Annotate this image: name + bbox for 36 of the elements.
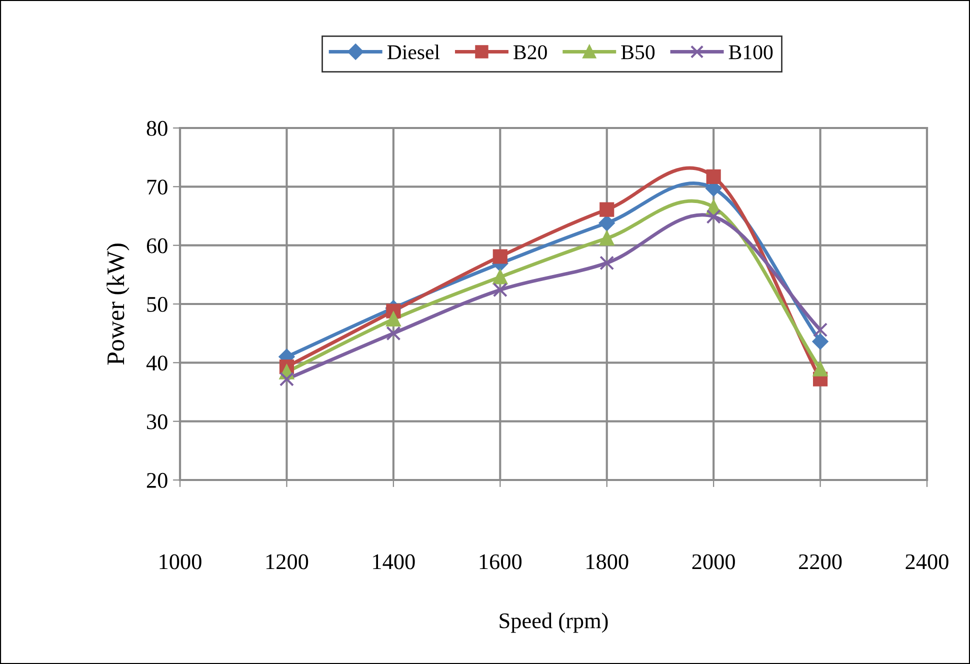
y-tick-label: 30 [147, 414, 168, 430]
point [279, 372, 294, 386]
y-axis-title: Power (kW) [106, 244, 130, 365]
y-tick-label: 70 [147, 180, 168, 195]
legend-label: Diesel [387, 44, 440, 60]
point [706, 209, 721, 224]
point [386, 326, 401, 341]
x-tick-label: 1400 [373, 554, 415, 570]
point [706, 169, 721, 184]
point [600, 231, 614, 246]
x-tick-label: 2200 [799, 554, 842, 570]
point [598, 215, 615, 231]
point [386, 312, 401, 327]
x-tick-label: 1800 [586, 554, 628, 570]
legend-label: B100 [728, 45, 773, 60]
x-tick-label: 1600 [480, 554, 522, 570]
legend-label: B50 [621, 45, 655, 60]
y-tick-label: 40 [146, 356, 168, 371]
x-tick-label: 1000 [160, 554, 202, 570]
x-tick-label: 2400 [906, 554, 948, 570]
point [492, 282, 508, 298]
point [492, 270, 508, 284]
x-axis-title: Speed (rpm) [500, 612, 608, 633]
point [492, 249, 508, 264]
point [812, 362, 828, 376]
point [600, 256, 614, 270]
y-tick-label: 80 [146, 120, 168, 136]
x-tick-label: 2000 [692, 554, 735, 570]
y-tick-label: 60 [146, 238, 168, 254]
point [812, 322, 828, 338]
y-tick-label: 20 [146, 472, 168, 488]
y-tick-label: 50 [147, 296, 168, 312]
point [812, 334, 828, 350]
point [600, 202, 614, 217]
legend-label: B20 [514, 45, 547, 60]
x-tick-label: 1200 [266, 554, 308, 570]
